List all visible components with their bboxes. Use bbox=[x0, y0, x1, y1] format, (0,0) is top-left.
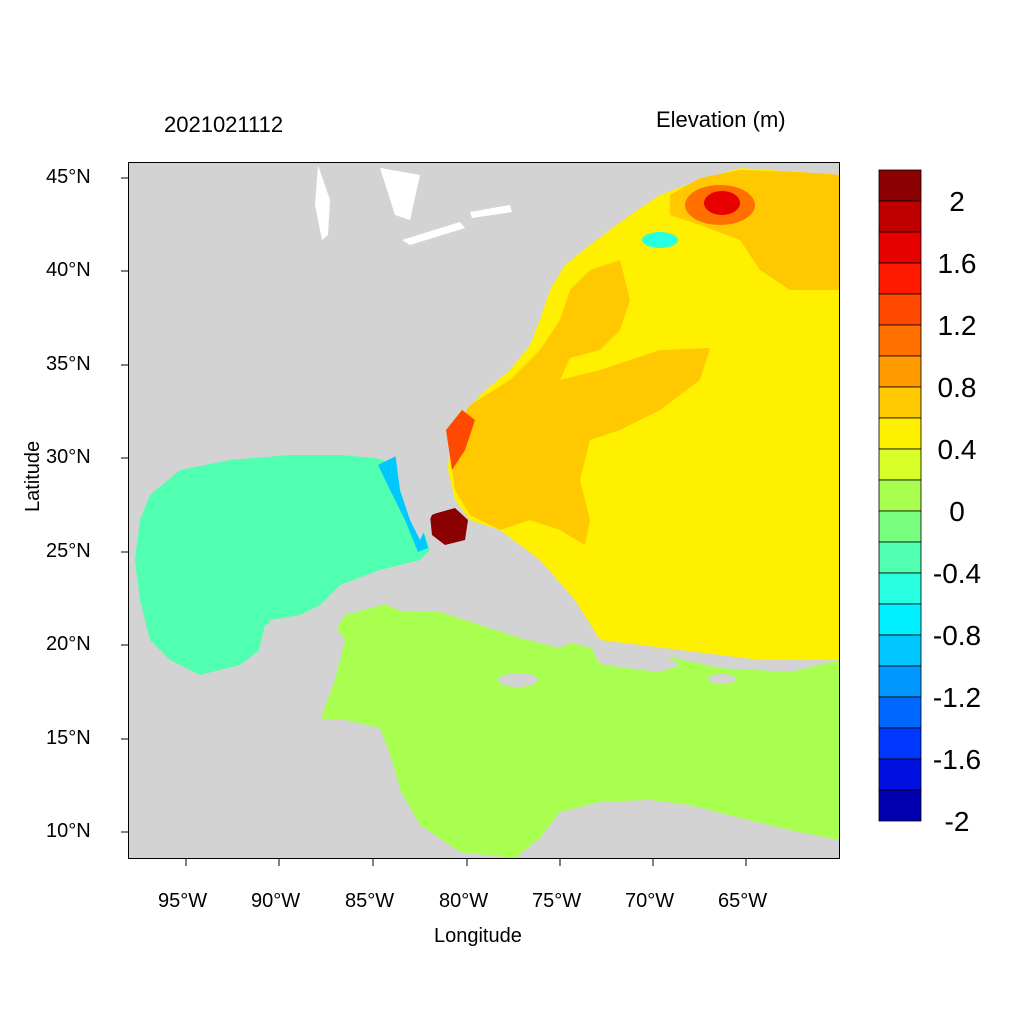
map-frame bbox=[128, 162, 840, 859]
setdown-long-island bbox=[642, 232, 678, 248]
lat-tick-label: 10°N bbox=[46, 820, 91, 842]
lon-tick-label: 80°W bbox=[439, 890, 489, 912]
caribbean-sea bbox=[315, 600, 840, 859]
datetime-title: 2021021112 bbox=[164, 112, 284, 137]
jamaica bbox=[498, 673, 538, 687]
colorbar-box bbox=[878, 324, 922, 357]
colorbar-label: 1.2 bbox=[937, 310, 977, 341]
surge-hotspot-florida bbox=[430, 508, 468, 545]
lat-tick-label: 45°N bbox=[46, 166, 91, 188]
colorbar-box bbox=[878, 479, 922, 512]
puerto-rico bbox=[708, 674, 736, 684]
south-america bbox=[515, 800, 840, 859]
lake-michigan bbox=[315, 165, 330, 240]
colorbar-box bbox=[878, 355, 922, 388]
colorbar-box bbox=[878, 789, 922, 822]
colorbar-label: 0 bbox=[949, 496, 965, 527]
lon-tick-label: 75°W bbox=[532, 890, 582, 912]
colorbar bbox=[878, 169, 922, 822]
surge-hotspot-georgia bbox=[446, 410, 475, 470]
surge-band-main bbox=[448, 260, 710, 545]
lat-tick-label: 15°N bbox=[46, 727, 91, 749]
colorbar-box bbox=[878, 634, 922, 667]
colorbar-label: 0.8 bbox=[937, 372, 977, 403]
colorbar-box bbox=[878, 293, 922, 326]
hispaniola bbox=[592, 645, 680, 672]
bahamas-island bbox=[490, 567, 500, 577]
central-america bbox=[128, 718, 460, 859]
lon-tick-label: 65°W bbox=[718, 890, 768, 912]
colorbar-box bbox=[878, 696, 922, 729]
colorbar-box bbox=[878, 231, 922, 264]
colorbar-label: -1.6 bbox=[932, 744, 982, 775]
lake-huron bbox=[380, 168, 420, 220]
lon-tick-label: 85°W bbox=[345, 890, 395, 912]
lat-tick-marks bbox=[121, 177, 128, 833]
x-axis-title: Longitude bbox=[434, 925, 522, 947]
y-axis-title: Latitude bbox=[22, 440, 44, 512]
colorbar-label: -2 bbox=[944, 806, 970, 837]
gulf-of-mexico bbox=[135, 455, 430, 675]
lon-tick-marks bbox=[185, 859, 747, 866]
colorbar-box bbox=[878, 541, 922, 574]
surge-hotspot-maine-core bbox=[704, 191, 740, 215]
colorbar-box bbox=[878, 417, 922, 450]
colorbar-box bbox=[878, 262, 922, 295]
yucatan-peninsula bbox=[240, 617, 345, 720]
cuba bbox=[385, 590, 575, 648]
colorbar-box bbox=[878, 169, 922, 202]
colorbar-box bbox=[878, 448, 922, 481]
lat-tick-label: 40°N bbox=[46, 259, 91, 281]
lat-tick-label: 35°N bbox=[46, 353, 91, 375]
colorbar-box bbox=[878, 603, 922, 636]
lon-tick-label: 95°W bbox=[158, 890, 208, 912]
colorbar-box bbox=[878, 386, 922, 419]
colorbar-box bbox=[878, 727, 922, 760]
colorbar-box bbox=[878, 665, 922, 698]
colorbar-label: -0.8 bbox=[932, 620, 982, 651]
variable-title: Elevation (m) bbox=[656, 107, 786, 132]
lon-tick-label: 90°W bbox=[251, 890, 301, 912]
colorbar-label: 2 bbox=[949, 186, 965, 217]
map-area bbox=[128, 162, 840, 859]
lake-erie bbox=[402, 222, 465, 245]
lat-tick-label: 20°N bbox=[46, 633, 91, 655]
lon-tick-label: 70°W bbox=[625, 890, 675, 912]
colorbar-box bbox=[878, 758, 922, 791]
colorbar-label: 0.4 bbox=[937, 434, 977, 465]
colorbar-box bbox=[878, 572, 922, 605]
florida-peninsula bbox=[395, 452, 445, 540]
colorbar-label: 1.6 bbox=[937, 248, 977, 279]
bahamas-island bbox=[511, 551, 519, 559]
colorbar-box bbox=[878, 200, 922, 233]
colorbar-label: -0.4 bbox=[932, 558, 982, 589]
colorbar-box bbox=[878, 510, 922, 543]
lat-tick-label: 30°N bbox=[46, 446, 91, 468]
lake-ontario bbox=[470, 205, 512, 218]
colorbar-label: -1.2 bbox=[932, 682, 982, 713]
lat-tick-label: 25°N bbox=[46, 540, 91, 562]
